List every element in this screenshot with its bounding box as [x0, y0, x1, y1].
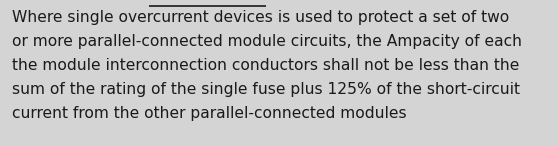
Text: Where single overcurrent devices is used to protect a set of two: Where single overcurrent devices is used…	[12, 10, 509, 25]
Text: current from the other parallel-connected modules: current from the other parallel-connecte…	[12, 106, 407, 121]
Text: or more parallel-connected module circuits, the Ampacity of each: or more parallel-connected module circui…	[12, 34, 522, 49]
Text: sum of the rating of the single fuse plus 125% of the short-circuit: sum of the rating of the single fuse plu…	[12, 82, 520, 97]
Text: the module interconnection conductors shall not be less than the: the module interconnection conductors sh…	[12, 58, 519, 73]
